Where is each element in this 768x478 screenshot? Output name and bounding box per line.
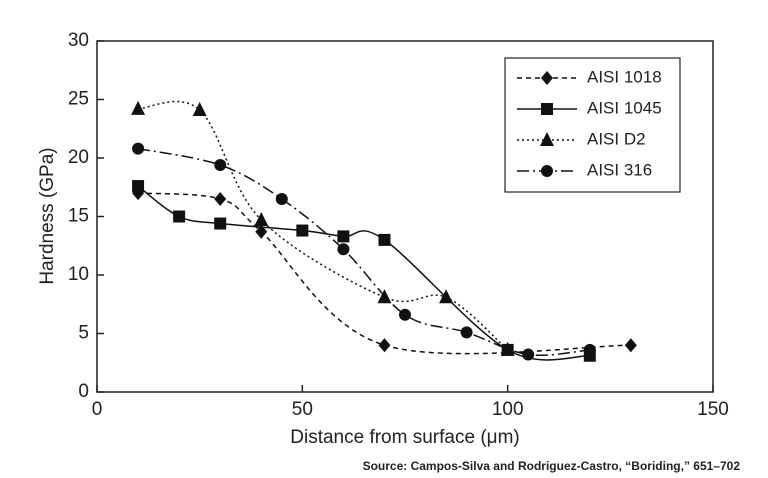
marker [192, 102, 207, 117]
marker [439, 289, 454, 304]
marker [275, 192, 288, 205]
y-tick-label: 10 [68, 264, 89, 285]
marker [255, 224, 268, 239]
y-tick-label: 0 [78, 381, 89, 402]
marker [214, 217, 227, 230]
x-axis-label: Distance from surface (μm) [290, 427, 520, 448]
marker [522, 348, 535, 361]
marker [624, 338, 637, 353]
marker [296, 224, 309, 237]
series-line [138, 192, 631, 355]
legend-label: AISI 316 [587, 160, 652, 179]
legend-marker [541, 165, 553, 177]
marker [378, 233, 391, 246]
marker [131, 100, 146, 115]
marker [132, 142, 145, 155]
y-tick-label: 5 [78, 323, 89, 344]
source-note: Source: Campos-Silva and Rodriguez-Castr… [363, 459, 741, 473]
legend-marker [540, 132, 554, 146]
legend-marker [541, 103, 553, 115]
y-tick-label: 25 [68, 89, 89, 110]
x-tick-label: 150 [697, 399, 729, 420]
marker [460, 326, 473, 339]
series-line [137, 185, 590, 361]
x-tick-label: 0 [92, 399, 103, 420]
series-line [138, 100, 509, 351]
marker [399, 308, 411, 321]
marker [214, 191, 227, 206]
marker [173, 210, 186, 223]
marker [378, 338, 391, 353]
marker [337, 230, 350, 243]
y-tick-label: 20 [68, 147, 89, 168]
y-tick-label: 15 [68, 206, 89, 227]
x-tick-label: 100 [492, 399, 524, 420]
marker [214, 159, 227, 172]
marker [254, 212, 269, 227]
y-axis-label: Hardness (GPa) [37, 147, 58, 284]
legend-marker [541, 71, 553, 85]
legend-label: AISI 1045 [587, 98, 662, 117]
y-tick-label: 30 [68, 30, 89, 51]
marker [583, 343, 596, 356]
legend-label: AISI 1018 [587, 67, 662, 86]
marker [337, 243, 350, 256]
marker [500, 341, 515, 356]
legend-box [504, 57, 681, 193]
legend-label: AISI D2 [587, 129, 646, 148]
marker [132, 180, 145, 193]
x-tick-label: 50 [292, 399, 313, 420]
